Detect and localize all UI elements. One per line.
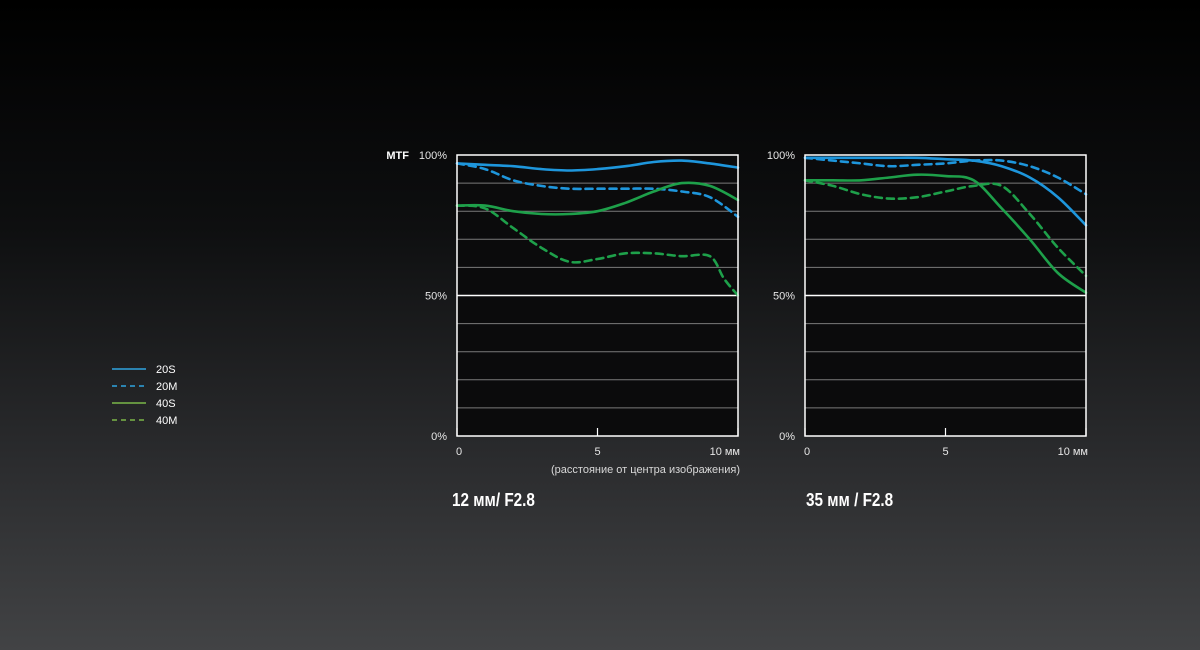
series-line-20m	[455, 162, 740, 219]
series-line-20s	[803, 156, 1088, 227]
series-line-20m	[803, 156, 1088, 196]
series-line-20s	[455, 159, 740, 172]
legend: 20S 20M 40S 40M	[112, 364, 177, 427]
y-axis-label: MTF	[386, 150, 409, 162]
x-tick-label: 5	[942, 446, 948, 458]
legend-label: 40S	[156, 398, 176, 410]
mtf-chart-35mm: 0% 50% 100% 0 5 10 мм 35 мм / F2.8	[767, 150, 1088, 510]
x-tick-label: 5	[594, 446, 600, 458]
legend-item-40s: 40S	[112, 398, 176, 410]
series-line-40m	[455, 204, 740, 297]
series-line-40s	[455, 181, 740, 216]
legend-label: 20M	[156, 381, 177, 393]
y-tick-label: 50%	[773, 291, 795, 303]
y-tick-label: 50%	[425, 291, 447, 303]
legend-item-40m: 40M	[112, 415, 177, 427]
mtf-chart-12mm: 0% 50% 100% 0 5 10 мм MTF (расстояние от центра…	[386, 150, 740, 510]
legend-label: 20S	[156, 364, 176, 376]
chart-title: 35 мм / F2.8	[806, 490, 893, 511]
x-tick-label: 10 мм	[1058, 446, 1088, 458]
x-axis-label: (расстояние от центра изображения)	[551, 464, 740, 476]
y-tick-label: 0%	[431, 431, 447, 443]
y-tick-label: 0%	[779, 431, 795, 443]
x-tick-label: 10 мм	[710, 446, 740, 458]
legend-item-20s: 20S	[112, 364, 176, 376]
legend-item-20m: 20M	[112, 381, 177, 393]
y-tick-label: 100%	[419, 150, 447, 162]
series-line-40m	[803, 179, 1088, 278]
x-tick-label: 0	[456, 446, 462, 458]
x-tick-label: 0	[804, 446, 810, 458]
y-tick-label: 100%	[767, 150, 795, 162]
chart-title: 12 мм/ F2.8	[452, 490, 535, 511]
series-line-40s	[803, 173, 1088, 294]
legend-label: 40M	[156, 415, 177, 427]
